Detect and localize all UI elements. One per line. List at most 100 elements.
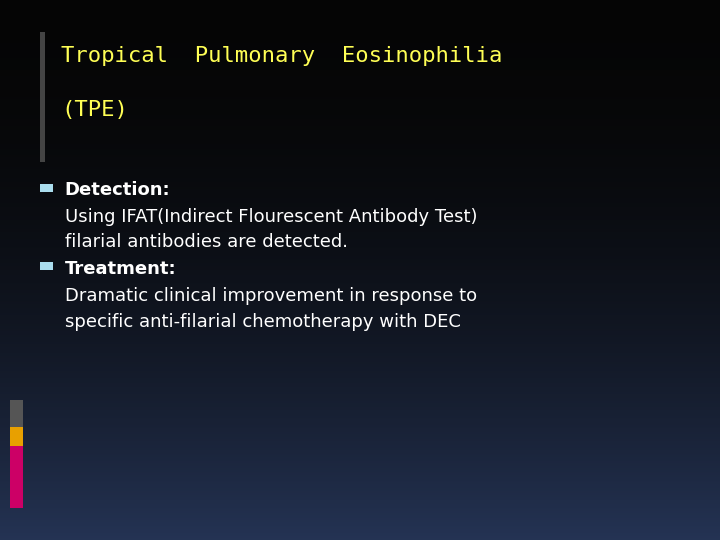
Bar bbox=[0, 169, 720, 171]
Bar bbox=[0, 366, 720, 367]
Bar bbox=[0, 38, 720, 39]
Bar bbox=[0, 430, 720, 432]
Bar bbox=[0, 295, 720, 297]
Bar bbox=[0, 508, 720, 509]
Bar bbox=[0, 164, 720, 166]
Bar bbox=[0, 252, 720, 254]
Bar bbox=[0, 47, 720, 49]
Bar bbox=[0, 444, 720, 447]
Bar bbox=[0, 477, 720, 479]
Bar bbox=[0, 309, 720, 312]
Bar bbox=[0, 457, 720, 459]
Bar bbox=[0, 504, 720, 506]
Bar bbox=[0, 502, 720, 504]
Bar bbox=[0, 414, 720, 416]
Bar bbox=[0, 32, 720, 34]
Bar bbox=[0, 425, 720, 427]
Bar bbox=[0, 223, 720, 225]
Text: Detection:: Detection: bbox=[65, 181, 171, 199]
Bar bbox=[0, 439, 720, 441]
Bar bbox=[0, 106, 720, 108]
Bar bbox=[0, 4, 720, 5]
Bar bbox=[0, 234, 720, 236]
Bar bbox=[0, 486, 720, 488]
Bar bbox=[0, 409, 720, 410]
Bar bbox=[0, 247, 720, 248]
Bar bbox=[0, 416, 720, 417]
Bar bbox=[0, 97, 720, 99]
Bar bbox=[0, 463, 720, 464]
Bar bbox=[0, 201, 720, 204]
Text: Using IFAT(Indirect Flourescent Antibody Test): Using IFAT(Indirect Flourescent Antibody… bbox=[65, 208, 477, 226]
Bar bbox=[0, 207, 720, 209]
Bar bbox=[0, 479, 720, 481]
Bar bbox=[0, 200, 720, 201]
Bar bbox=[0, 34, 720, 36]
Bar bbox=[40, 184, 53, 192]
Bar bbox=[0, 322, 720, 324]
Bar bbox=[0, 501, 720, 502]
Bar bbox=[0, 27, 720, 29]
Bar bbox=[0, 398, 720, 400]
Bar bbox=[0, 110, 720, 112]
Bar bbox=[0, 76, 720, 77]
Bar bbox=[0, 9, 720, 11]
Bar bbox=[0, 509, 720, 511]
Bar bbox=[0, 324, 720, 326]
Bar bbox=[0, 495, 720, 497]
Bar bbox=[0, 517, 720, 518]
Bar bbox=[0, 475, 720, 477]
Bar bbox=[0, 308, 720, 309]
Bar bbox=[0, 421, 720, 423]
Bar bbox=[0, 405, 720, 407]
Bar bbox=[0, 374, 720, 376]
Bar bbox=[0, 515, 720, 517]
Bar bbox=[0, 255, 720, 258]
Bar bbox=[0, 265, 720, 266]
Bar bbox=[0, 83, 720, 85]
Bar bbox=[0, 20, 720, 22]
Bar bbox=[0, 387, 720, 389]
Bar bbox=[0, 194, 720, 196]
Bar bbox=[0, 128, 720, 130]
Bar bbox=[0, 471, 720, 474]
Bar bbox=[0, 261, 720, 263]
Bar bbox=[0, 214, 720, 216]
Bar bbox=[0, 450, 720, 452]
Bar bbox=[0, 216, 720, 218]
Bar bbox=[0, 455, 720, 457]
Bar bbox=[0, 301, 720, 302]
Bar bbox=[0, 436, 720, 437]
Bar bbox=[0, 412, 720, 414]
Bar bbox=[0, 279, 720, 281]
Bar bbox=[0, 317, 720, 319]
Bar bbox=[0, 282, 720, 285]
Bar bbox=[0, 263, 720, 265]
Bar bbox=[0, 401, 720, 403]
Bar bbox=[0, 333, 720, 335]
Bar bbox=[0, 112, 720, 113]
Bar bbox=[0, 146, 720, 147]
Bar bbox=[0, 312, 720, 313]
Bar bbox=[0, 2, 720, 4]
Bar bbox=[0, 513, 720, 515]
Bar bbox=[0, 92, 720, 93]
Bar bbox=[0, 266, 720, 268]
Bar bbox=[0, 0, 720, 2]
Bar bbox=[0, 320, 720, 322]
Bar bbox=[0, 347, 720, 349]
Bar bbox=[0, 167, 720, 169]
Bar bbox=[0, 367, 720, 369]
Bar bbox=[0, 389, 720, 390]
Bar bbox=[0, 115, 720, 117]
Text: Dramatic clinical improvement in response to: Dramatic clinical improvement in respons… bbox=[65, 287, 477, 305]
Bar bbox=[0, 205, 720, 207]
Bar bbox=[0, 31, 720, 32]
Bar bbox=[0, 302, 720, 304]
Bar bbox=[0, 286, 720, 288]
Bar bbox=[0, 221, 720, 223]
Bar bbox=[0, 131, 720, 133]
Bar bbox=[0, 254, 720, 255]
Bar bbox=[0, 250, 720, 252]
Bar bbox=[0, 258, 720, 259]
